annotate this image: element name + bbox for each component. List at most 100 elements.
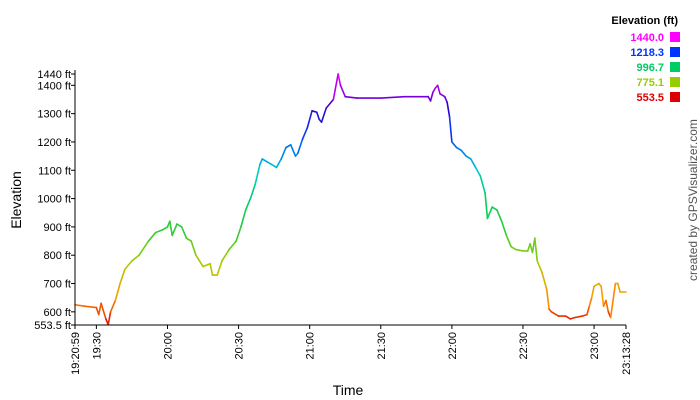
elevation-line-segment	[114, 282, 121, 302]
elevation-line-segment	[379, 95, 406, 99]
y-tick-label: 900 ft	[43, 222, 71, 234]
legend-label: 775.1	[636, 77, 664, 89]
elevation-line-segment	[154, 228, 164, 234]
legend-swatch	[670, 47, 680, 57]
legend: Elevation (ft) 1440.0 1218.3 996.7 775.1 553…	[611, 15, 680, 104]
elevation-line-segment	[83, 305, 98, 309]
elevation-line-segment	[448, 115, 453, 143]
elevation-line-segment	[593, 282, 600, 288]
elevation-line-segment	[107, 311, 112, 326]
elevation-line-segment	[491, 206, 498, 211]
elevation-line-segment	[581, 313, 588, 317]
y-tick-label: 800 ft	[43, 250, 71, 262]
elevation-line-segment	[436, 84, 441, 95]
x-tick-label: 22:00	[447, 332, 459, 360]
y-tick-label: 1440 ft	[37, 69, 71, 81]
elevation-line-segment	[100, 302, 107, 320]
elevation-line-segment	[97, 302, 102, 316]
elevation-line-segment	[432, 87, 437, 94]
elevation-line-segment	[344, 95, 358, 99]
elevation-line-segment	[138, 240, 150, 257]
legend-label: 553.5	[636, 92, 664, 104]
legend-label: 1218.3	[630, 47, 664, 59]
elevation-line-segment	[505, 234, 512, 248]
elevation-line-segment	[486, 206, 493, 220]
x-tick-label: 20:30	[234, 332, 246, 360]
elevation-line-segment	[545, 288, 550, 310]
y-tick-label: 600 ft	[43, 307, 71, 319]
elevation-line-segment	[515, 248, 524, 252]
elevation-line-segment	[484, 192, 489, 220]
elevation-line-segment	[124, 260, 133, 271]
elevation-line-segment	[337, 73, 342, 87]
elevation-line-segment	[541, 271, 548, 290]
x-tick-label: 23:00	[589, 332, 601, 360]
y-tick-label: 1100 ft	[38, 165, 71, 177]
legend-swatch	[670, 92, 680, 102]
elevation-line-segment	[500, 220, 508, 237]
elevation-line-segment	[609, 282, 617, 319]
elevation-line-segment	[439, 93, 446, 98]
x-tick-label: 19:30	[91, 332, 103, 360]
elevation-line-segment	[195, 254, 204, 268]
x-tick-label: 20:00	[162, 332, 174, 360]
elevation-line-segment	[574, 315, 584, 319]
x-tick-label: 21:00	[305, 332, 317, 360]
elevation-line-segment	[131, 254, 140, 262]
elevation-line-segment	[536, 260, 541, 268]
elevation-line-segment	[202, 262, 211, 268]
elevation-line-segment	[275, 158, 283, 169]
elevation-line-segment	[496, 209, 503, 223]
y-tick-label: 1300 ft	[37, 109, 71, 121]
elevation-line-segment	[289, 143, 297, 157]
elevation-line-segment	[616, 282, 621, 293]
y-tick-label: 1400 ft	[37, 80, 71, 92]
elevation-line-segment	[474, 166, 482, 177]
elevation-line-segment	[470, 158, 477, 169]
x-axis-title: Time	[333, 382, 364, 398]
y-tick-label: 1000 ft	[37, 194, 71, 206]
elevation-line-segment	[221, 248, 230, 262]
legend-swatch	[670, 32, 680, 42]
elevation-line-segment	[311, 110, 318, 114]
elevation-line-segment	[235, 226, 242, 242]
elevation-line-segment	[446, 101, 451, 118]
y-tick-label: 700 ft	[43, 279, 71, 291]
elevation-line-segment	[244, 197, 252, 211]
legend-swatch	[670, 77, 680, 87]
elevation-line-segment	[74, 303, 86, 307]
elevation-line-segment	[259, 158, 264, 166]
elevation-line-segment	[479, 175, 486, 194]
y-tick-label: 553.5 ft	[34, 320, 71, 332]
elevation-line-segment	[285, 143, 292, 149]
elevation-line-segment	[301, 127, 309, 140]
elevation-line-segment	[216, 260, 223, 276]
elevation-line-segment	[254, 163, 261, 186]
x-tick-label: 23:13:28	[621, 332, 633, 375]
x-tick-label: 21:30	[376, 332, 388, 360]
legend-swatch	[670, 62, 680, 72]
legend-title: Elevation (ft)	[611, 15, 678, 27]
elevation-line-segment	[315, 111, 320, 121]
elevation-line-segment	[325, 98, 335, 109]
elevation-line-segment	[550, 311, 560, 317]
elevation-line-segment	[590, 285, 595, 299]
elevation-line-segment	[109, 299, 117, 313]
x-axis: 19:20:59 19:30 20:00 20:30 21:00 21:30 22:00 22…	[70, 324, 633, 375]
elevation-line-segment	[460, 149, 467, 157]
elevation-line-segment	[564, 315, 572, 320]
elevation-line-segment	[605, 299, 610, 313]
elevation-line-segment	[209, 262, 214, 276]
elevation-line-segment	[180, 226, 188, 240]
elevation-line-segment	[240, 209, 247, 228]
y-tick-label: 1200 ft	[37, 137, 71, 149]
elevation-line-segment	[538, 265, 543, 274]
elevation-line-segment	[306, 110, 313, 129]
x-tick-label: 19:20:59	[70, 332, 82, 375]
elevation-line-segment	[600, 285, 605, 307]
elevation-line-segment	[147, 231, 157, 242]
elevation-line-segment	[280, 146, 287, 160]
elevation-line-segment	[443, 95, 448, 104]
